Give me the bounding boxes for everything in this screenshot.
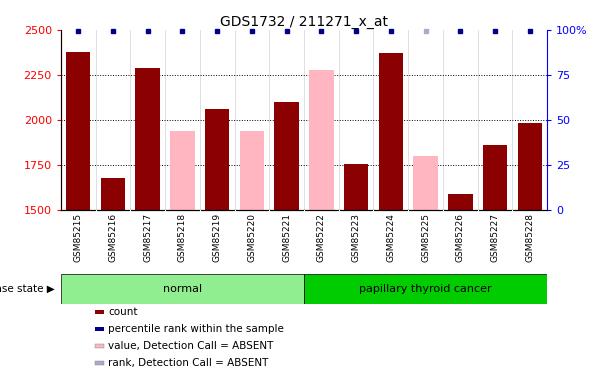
Title: GDS1732 / 211271_x_at: GDS1732 / 211271_x_at (220, 15, 388, 29)
Text: GSM85215: GSM85215 (74, 213, 83, 262)
Text: value, Detection Call = ABSENT: value, Detection Call = ABSENT (108, 341, 274, 351)
Text: GSM85223: GSM85223 (351, 213, 361, 262)
Bar (240, 131, 264, 210)
Bar (95, 361, 103, 364)
Text: percentile rank within the sample: percentile rank within the sample (108, 324, 284, 334)
Bar (101, 178, 125, 210)
Text: count: count (108, 307, 137, 317)
Text: GSM85217: GSM85217 (143, 213, 152, 262)
Text: papillary thyroid cancer: papillary thyroid cancer (359, 284, 492, 294)
Bar (309, 70, 334, 210)
Text: GSM85224: GSM85224 (386, 213, 395, 262)
Text: GSM85222: GSM85222 (317, 213, 326, 262)
Bar (379, 53, 403, 210)
Bar (205, 109, 229, 210)
Bar (483, 145, 507, 210)
Bar (95, 327, 103, 331)
Bar (344, 164, 368, 210)
Bar (95, 344, 103, 348)
Bar (66, 52, 91, 210)
Bar (413, 156, 438, 210)
Text: GSM85216: GSM85216 (108, 213, 117, 262)
Text: GSM85221: GSM85221 (282, 213, 291, 262)
Text: GSM85219: GSM85219 (213, 213, 222, 262)
Text: rank, Detection Call = ABSENT: rank, Detection Call = ABSENT (108, 358, 268, 368)
Text: GSM85227: GSM85227 (491, 213, 500, 262)
Text: GSM85220: GSM85220 (247, 213, 257, 262)
Bar (517, 123, 542, 210)
Text: GSM85225: GSM85225 (421, 213, 430, 262)
Bar (448, 194, 472, 210)
Text: normal: normal (163, 284, 202, 294)
Bar (136, 68, 160, 210)
Bar (274, 102, 299, 210)
Text: GSM85218: GSM85218 (178, 213, 187, 262)
Text: GSM85226: GSM85226 (456, 213, 465, 262)
Bar (95, 310, 103, 314)
Text: GSM85228: GSM85228 (525, 213, 534, 262)
Bar (304, 274, 547, 304)
Text: disease state ▶: disease state ▶ (0, 284, 55, 294)
Bar (61, 274, 304, 304)
Bar (170, 131, 195, 210)
